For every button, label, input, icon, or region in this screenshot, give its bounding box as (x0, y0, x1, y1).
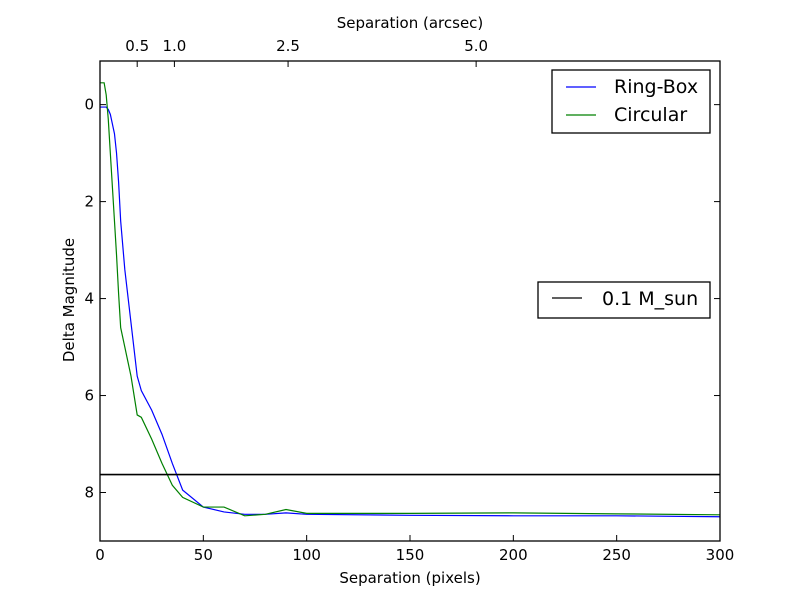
axes-frame (99, 60, 721, 542)
y-tick-label: 0 (84, 96, 94, 114)
plot-lines (100, 82, 721, 518)
legend-circular-label: Circular (614, 104, 687, 126)
legend-main-box (551, 69, 711, 134)
y-axis-title: Delta Magnitude (60, 238, 78, 362)
x-tick-label: 50 (194, 546, 213, 564)
legend-limit-box (537, 281, 711, 319)
series-line-ring-box (100, 106, 721, 518)
x-tick-label: 300 (706, 546, 735, 564)
top-tick-label: 2.5 (276, 37, 300, 55)
top-tick-label: 1.0 (162, 37, 186, 55)
legend-limit-label: 0.1 M_sun (602, 288, 698, 310)
series-line-circular (100, 82, 721, 517)
top-tick-label: 5.0 (464, 37, 488, 55)
top-axis-title: Separation (arcsec) (337, 14, 484, 32)
x-tick-label: 0 (95, 546, 105, 564)
legend-limit: 0.1 M_sun (537, 281, 711, 319)
legend-main: Ring-Box Circular (551, 69, 711, 134)
legend-ring-box-label: Ring-Box (614, 76, 698, 98)
y-tick-label: 6 (84, 387, 94, 405)
y-tick-label: 2 (84, 193, 94, 211)
y-tick-label: 8 (84, 484, 94, 502)
x-tick-label: 250 (602, 546, 631, 564)
x-axis-title: Separation (pixels) (339, 569, 480, 587)
y-tick-label: 4 (84, 290, 94, 308)
x-tick-label: 200 (499, 546, 528, 564)
x-tick-label: 100 (292, 546, 321, 564)
top-tick-label: 0.5 (125, 37, 149, 55)
x-tick-label: 150 (396, 546, 425, 564)
ticks-layer: 0 50 100 150 200 250 300 0 2 4 6 8 0.5 1.0 2.5 5.0 (84, 37, 734, 564)
